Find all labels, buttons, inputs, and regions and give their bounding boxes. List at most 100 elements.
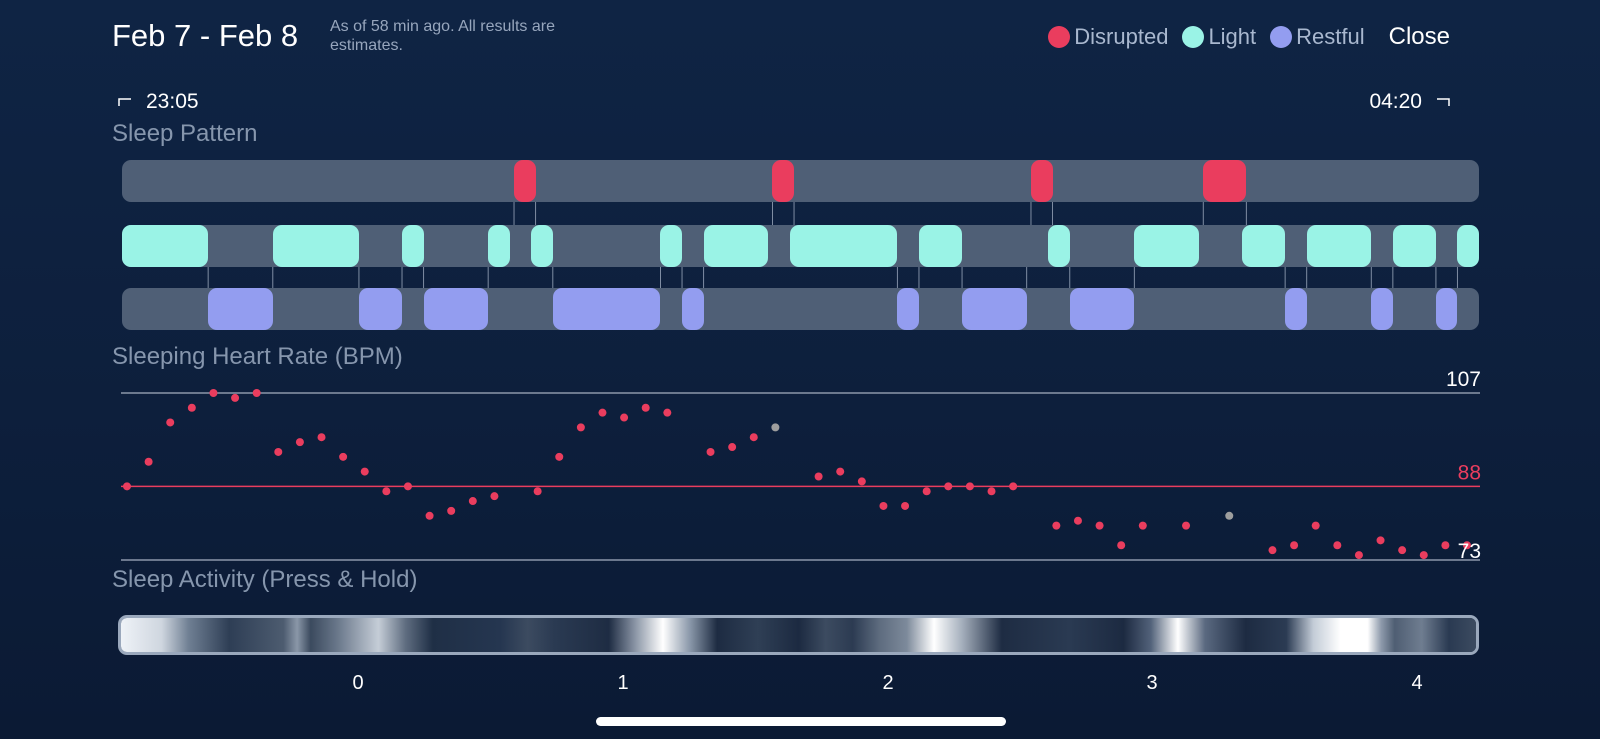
legend-restful: Restful	[1270, 24, 1365, 50]
heart-rate-point	[944, 482, 953, 491]
heart-rate-point	[295, 438, 304, 447]
restful-segment	[682, 288, 704, 330]
heart-rate-point	[1376, 536, 1385, 545]
legend-disrupted: Disrupted	[1048, 24, 1168, 50]
heart-rate-point	[879, 501, 888, 510]
light-segment	[1457, 225, 1479, 267]
restful-dot-icon	[1270, 26, 1293, 48]
restful-segment	[1435, 288, 1458, 330]
heart-rate-point	[1138, 521, 1147, 530]
heart-rate-point	[274, 447, 283, 456]
sleep-pattern-title: Sleep Pattern	[112, 120, 258, 147]
heart-rate-point	[144, 457, 153, 466]
legend: Disrupted Light Restful Close	[1048, 22, 1600, 52]
restful-segment	[897, 288, 919, 330]
heart-rate-point	[317, 433, 326, 442]
heart-rate-point	[771, 423, 780, 432]
heart-rate-point	[1441, 541, 1450, 550]
heart-rate-point	[987, 487, 996, 496]
heart-rate-point	[836, 467, 845, 476]
estimate-note: As of 58 min ago. All results are estima…	[330, 18, 555, 54]
heart-rate-point	[1073, 516, 1082, 525]
heart-rate-title: Sleeping Heart Rate (BPM)	[112, 343, 403, 370]
heart-rate-point	[922, 487, 931, 496]
heart-rate-point	[901, 501, 910, 510]
light-segment	[531, 225, 553, 267]
heart-rate-point	[1009, 482, 1018, 491]
end-bracket-icon	[1437, 98, 1450, 106]
heart-rate-point	[576, 423, 585, 432]
heart-rate-point	[1398, 546, 1407, 555]
heart-rate-point	[123, 482, 131, 491]
heart-rate-point	[965, 482, 974, 491]
heart-rate-point	[252, 389, 261, 397]
heart-rate-point	[382, 487, 391, 496]
start-time-label: 23:05	[146, 90, 199, 113]
restful-segment	[423, 288, 489, 330]
restful-segment	[1069, 288, 1135, 330]
light-segment	[1392, 225, 1436, 267]
heart-rate-point	[857, 477, 866, 486]
x-tick-2: 2	[882, 672, 894, 694]
light-segment	[1134, 225, 1199, 267]
disrupted-dot-icon	[1048, 26, 1071, 48]
heart-rate-point	[1268, 546, 1277, 555]
heart-rate-point	[706, 447, 715, 456]
heart-rate-point	[403, 482, 412, 491]
light-segment	[1242, 225, 1286, 267]
avg-bpm-label: 88	[1458, 461, 1481, 484]
heart-rate-point	[814, 472, 823, 481]
legend-restful-label: Restful	[1296, 24, 1365, 49]
heart-rate-point	[231, 393, 240, 402]
disrupted-track	[122, 160, 1479, 202]
light-segment	[1306, 225, 1372, 267]
restful-segment	[1285, 288, 1307, 330]
start-bracket-icon	[118, 98, 131, 106]
legend-light-label: Light	[1208, 24, 1257, 49]
heart-rate-point	[749, 433, 758, 442]
x-tick-4: 4	[1411, 672, 1423, 694]
heart-rate-point	[533, 487, 542, 496]
heart-rate-point	[1182, 521, 1191, 530]
heart-rate-point	[1290, 541, 1299, 550]
light-segment	[402, 225, 424, 267]
min-bpm-label: 73	[1458, 540, 1481, 563]
restful-segment	[962, 288, 1027, 330]
heart-rate-point	[555, 452, 564, 461]
heart-rate-point	[166, 418, 175, 427]
light-segment	[1048, 225, 1070, 267]
heart-rate-point	[360, 467, 369, 476]
close-button[interactable]: Close	[1388, 23, 1450, 50]
restful-segment	[358, 288, 402, 330]
heart-rate-point	[468, 497, 477, 506]
light-segment	[272, 225, 359, 267]
heart-rate-point	[1225, 511, 1234, 520]
disrupted-segment	[514, 160, 536, 202]
restful-segment	[1371, 288, 1393, 330]
light-segment	[789, 225, 898, 267]
heart-rate-point	[1052, 521, 1061, 530]
heart-rate-chart: 107 88 73	[121, 368, 1481, 563]
heart-rate-point	[641, 403, 650, 412]
heart-rate-point	[209, 389, 218, 397]
home-indicator[interactable]	[596, 717, 1006, 726]
heart-rate-point	[187, 403, 196, 412]
light-segment	[918, 225, 963, 267]
sleep-activity-bar[interactable]	[118, 615, 1479, 655]
x-tick-3: 3	[1146, 672, 1158, 694]
x-tick-1: 1	[617, 672, 629, 694]
heart-rate-point	[1095, 521, 1104, 530]
start-time: 23:05	[118, 90, 199, 114]
light-segment	[488, 225, 510, 267]
end-time: 04:20	[1369, 90, 1450, 114]
heart-rate-point	[425, 511, 434, 520]
disrupted-segment	[1030, 160, 1053, 202]
restful-track	[122, 288, 1479, 330]
activity-gradient	[121, 618, 1476, 652]
legend-light: Light	[1182, 24, 1256, 50]
max-bpm-label: 107	[1446, 368, 1481, 391]
light-track	[122, 225, 1479, 267]
heart-rate-point	[490, 492, 499, 501]
heart-rate-point	[1419, 551, 1428, 560]
heart-rate-point	[1354, 551, 1363, 560]
